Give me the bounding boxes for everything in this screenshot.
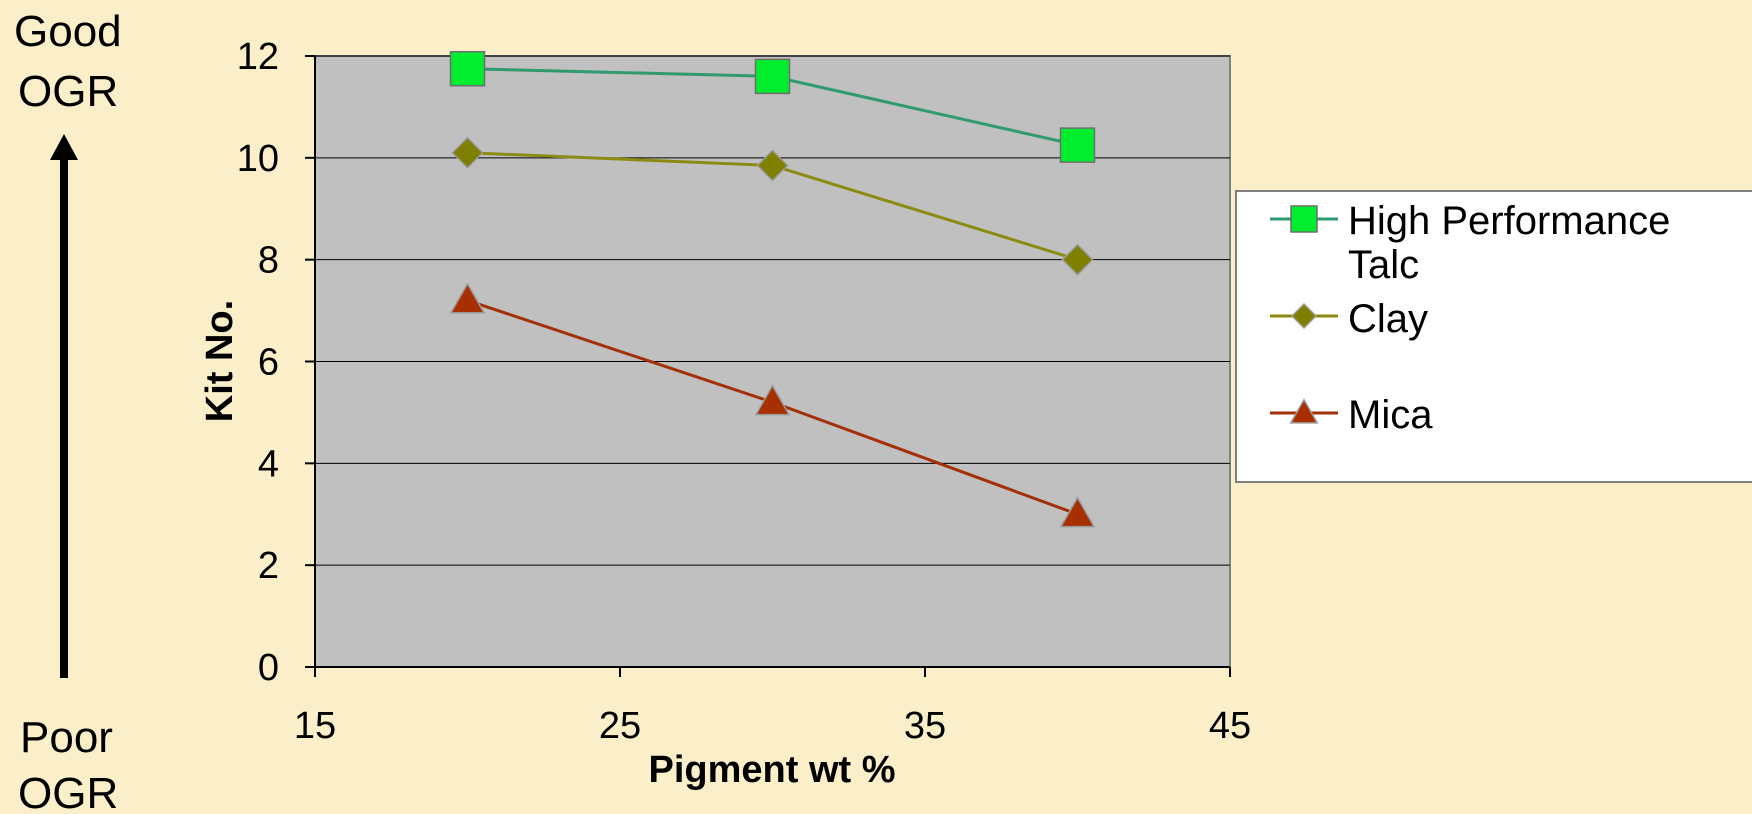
y-tick-label-8: 8 (258, 240, 279, 282)
good-ogr-line-2: OGR (18, 67, 118, 116)
x-axis-title: Pigment wt % (648, 749, 895, 791)
legend-marker-clay (1290, 302, 1318, 330)
ogr-annotation: Good OGR Poor OGR (14, 7, 122, 814)
ogr-arrow-up-icon (50, 134, 78, 160)
axes: 0 2 4 6 8 10 12 15 25 35 45 (237, 36, 1251, 747)
series-mica (449, 282, 1096, 528)
y-tick-label-10: 10 (237, 138, 279, 180)
legend-label-mica-0: Mica (1348, 393, 1433, 437)
series-high-performance-talc (449, 50, 1096, 163)
legend-label-clay-0: Clay (1348, 297, 1428, 341)
y-tick-label-6: 6 (258, 342, 279, 384)
x-tick-label-45: 45 (1209, 705, 1251, 747)
point-clay-2 (1061, 243, 1094, 276)
x-tick-label-35: 35 (904, 705, 946, 747)
x-tick-label-25: 25 (599, 705, 641, 747)
good-ogr-line-1: Good (14, 7, 122, 56)
y-tick-label-0: 0 (258, 647, 279, 689)
poor-ogr-line-2: OGR (18, 769, 118, 814)
y-axis-title: Kit No. (199, 300, 241, 422)
series-clay (451, 136, 1094, 276)
legend-label-high-performance-talc-0: High Performance (1348, 199, 1670, 243)
point-high-performance-talc-0 (449, 50, 486, 87)
point-high-performance-talc-1 (754, 58, 791, 95)
y-tick-label-2: 2 (258, 545, 279, 587)
legend-marker-mica (1289, 398, 1319, 424)
point-high-performance-talc-2 (1059, 127, 1096, 163)
point-clay-1 (756, 149, 789, 182)
x-tick-label-15: 15 (294, 705, 336, 747)
point-mica-2 (1059, 496, 1096, 528)
poor-ogr-line-1: Poor (20, 713, 113, 762)
point-mica-0 (449, 282, 486, 314)
point-clay-0 (451, 136, 484, 169)
legend-marker-high-performance-talc (1290, 205, 1318, 233)
legend-item-mica: Mica (1270, 393, 1433, 437)
legend-item-clay: Clay (1270, 297, 1428, 341)
legend-box (1235, 190, 1752, 483)
series (449, 50, 1096, 528)
point-mica-1 (754, 384, 791, 416)
y-tick-label-4: 4 (258, 443, 279, 485)
legend-label-high-performance-talc-1: Talc (1348, 243, 1419, 287)
y-tick-label-12: 12 (237, 36, 279, 78)
